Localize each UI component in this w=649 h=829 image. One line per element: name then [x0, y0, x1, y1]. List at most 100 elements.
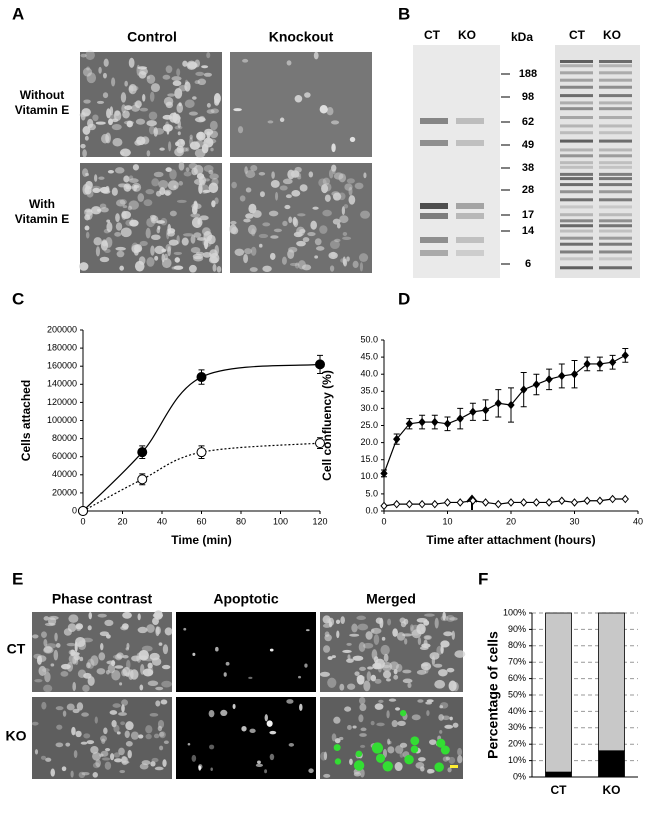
x-tick-label: 0: [381, 516, 386, 526]
cell: [343, 204, 349, 209]
cell: [96, 668, 106, 675]
cell: [88, 612, 93, 620]
cell: [98, 176, 105, 180]
band: [599, 183, 632, 187]
point: [443, 498, 452, 507]
cell: [243, 218, 251, 223]
cell: [199, 215, 209, 221]
band: [599, 71, 632, 75]
x-tick-label: 20: [506, 516, 516, 526]
cell: [101, 189, 111, 194]
cell: [104, 761, 112, 770]
cell: [41, 701, 47, 710]
cell: [397, 720, 406, 727]
cell: [394, 762, 403, 772]
cell: [124, 105, 133, 111]
cell: [209, 120, 218, 131]
cell: [157, 225, 161, 230]
cell: [43, 645, 53, 653]
cell: [177, 131, 181, 136]
column-header: Knockout: [269, 29, 334, 45]
cell: [257, 760, 261, 764]
cell: [289, 262, 299, 267]
cell: [339, 683, 345, 691]
cell: [411, 714, 421, 721]
y-tick-label: 140000: [47, 379, 77, 389]
band: [599, 165, 632, 169]
point: [315, 359, 325, 370]
cell: [155, 626, 161, 635]
cell: [310, 220, 317, 230]
cell: [68, 614, 79, 623]
cell: [439, 729, 443, 734]
cell: [115, 199, 126, 207]
cell: [251, 228, 256, 237]
y-tick-label: 10%: [508, 755, 526, 765]
cell: [147, 666, 154, 676]
cell: [340, 258, 346, 263]
point: [621, 351, 629, 360]
cell: [108, 118, 113, 126]
point: [393, 499, 401, 509]
band: [560, 266, 593, 270]
cell: [331, 733, 337, 742]
y-tick-label: 20000: [52, 487, 77, 497]
cell: [322, 623, 331, 628]
cell: [107, 170, 115, 174]
band: [599, 78, 632, 82]
band: [420, 250, 448, 256]
cell: [288, 743, 295, 747]
cell: [86, 72, 97, 84]
band: [560, 94, 593, 98]
cell: [121, 623, 129, 630]
cell: [137, 626, 148, 634]
cell: [347, 724, 352, 730]
cell: [148, 111, 158, 121]
cell: [44, 671, 51, 683]
cell: [323, 773, 331, 778]
cell: [162, 644, 169, 655]
cell: [250, 246, 257, 256]
point: [596, 359, 604, 369]
cell: [84, 209, 93, 213]
cell: [343, 258, 348, 267]
band: [599, 213, 632, 217]
cell: [322, 177, 331, 186]
cell: [72, 681, 77, 692]
cell: [157, 719, 165, 729]
cell: [328, 617, 335, 626]
cell: [184, 99, 195, 108]
cell: [214, 98, 220, 106]
cell: [172, 112, 178, 123]
cell: [137, 193, 145, 202]
cell: [101, 757, 111, 761]
cell: [31, 721, 39, 726]
cell: [154, 245, 165, 255]
cell: [84, 135, 89, 141]
marker-label: 28: [522, 184, 534, 196]
band: [560, 131, 593, 135]
y-tick-label: 15.0: [360, 454, 378, 464]
cell: [330, 251, 337, 258]
point: [570, 369, 579, 379]
cell: [73, 750, 78, 758]
cell: [174, 88, 183, 99]
cell: [231, 226, 239, 235]
cell: [106, 221, 113, 233]
cell: [380, 644, 390, 656]
cell: [346, 642, 352, 646]
cell: [378, 699, 384, 703]
band: [599, 131, 632, 135]
point: [380, 469, 388, 478]
cell: [328, 169, 334, 179]
cell: [374, 663, 381, 669]
cell: [434, 679, 446, 689]
cell: [130, 731, 139, 740]
cell: [448, 680, 457, 692]
cell: [299, 184, 308, 192]
cell: [164, 627, 173, 636]
cell: [451, 630, 455, 640]
cell: [71, 726, 76, 736]
cell: [191, 217, 203, 228]
apoptotic-cell: [355, 750, 363, 758]
